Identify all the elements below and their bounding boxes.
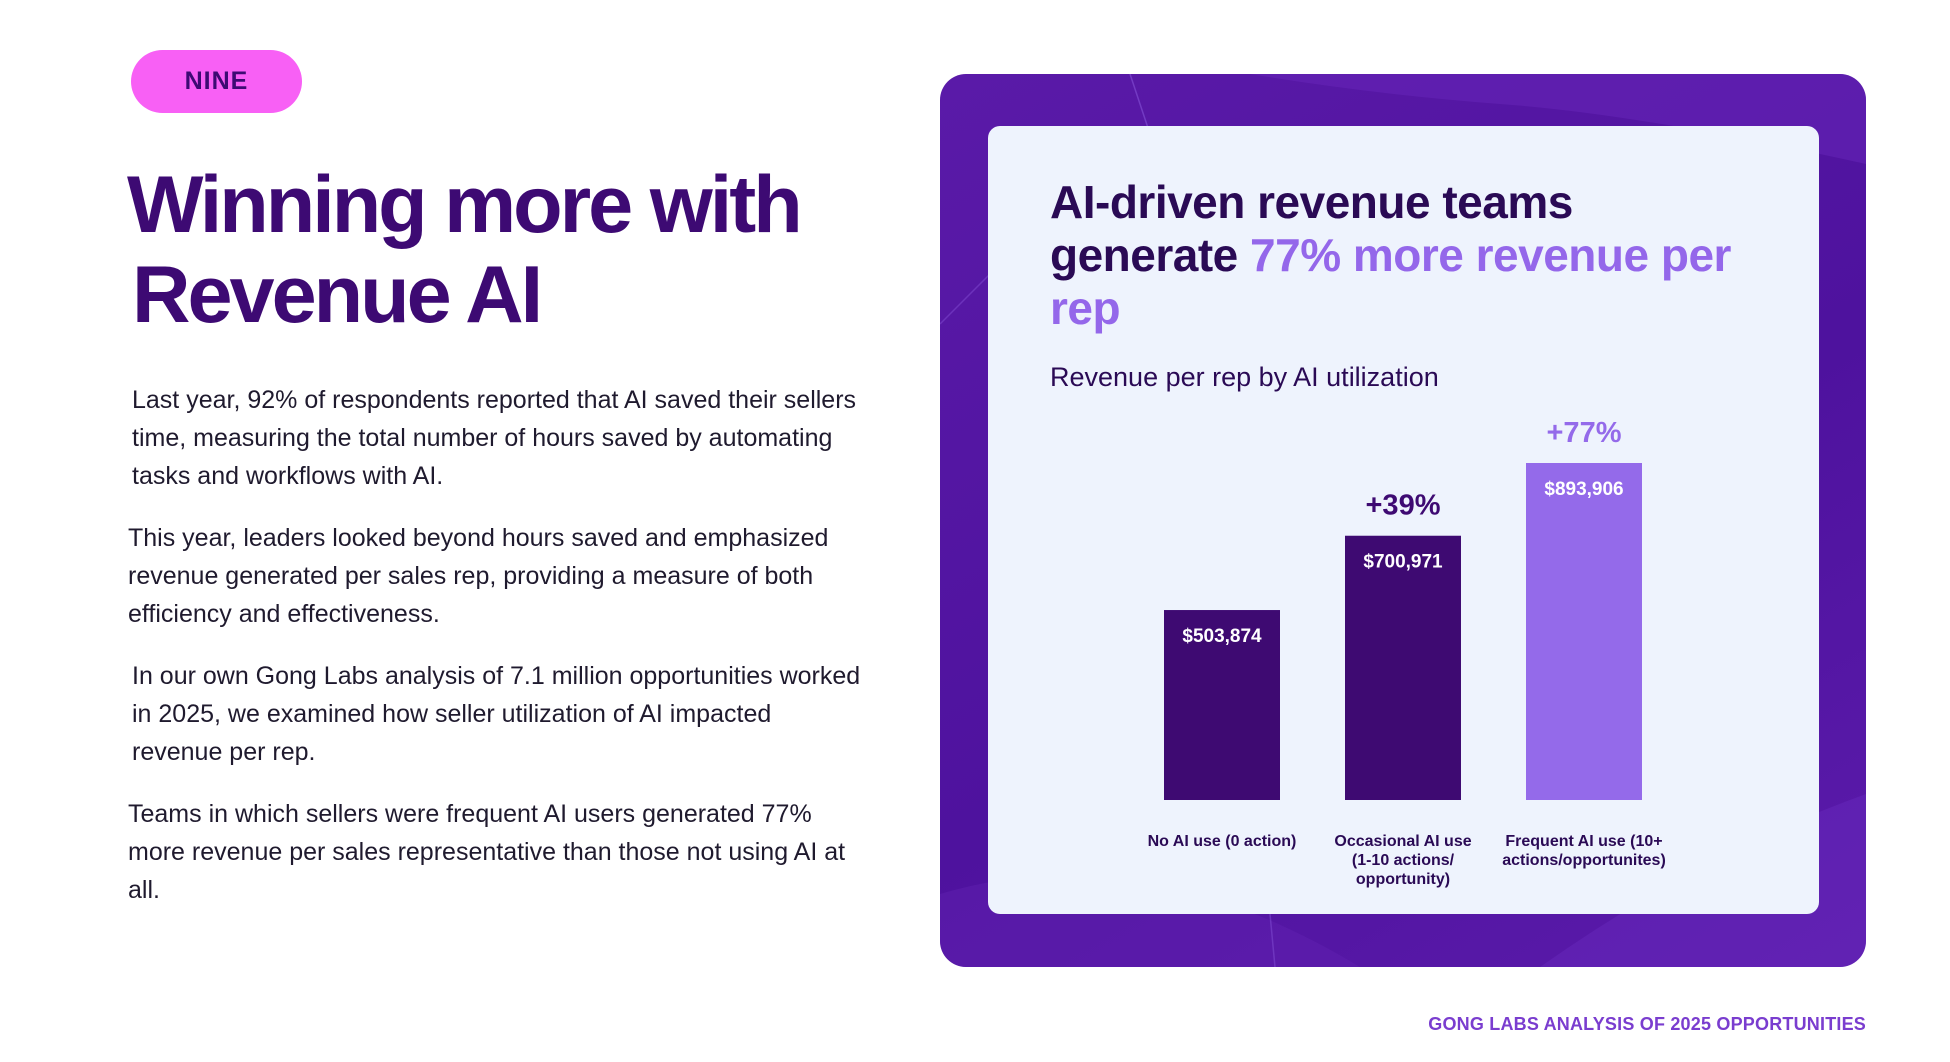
category-label-2-line-3: opportunity) <box>1356 871 1450 888</box>
bar-change-label-2: +39% <box>1366 490 1441 522</box>
chart-title: AI-driven revenue teams generate 77% mor… <box>1050 176 1770 335</box>
paragraph-2: This year, leaders looked beyond hours s… <box>128 524 829 628</box>
bar-3 <box>1526 463 1642 800</box>
chart-subtitle: Revenue per rep by AI utilization <box>1050 362 1439 392</box>
category-label-3-line-2: actions/opportunites) <box>1502 852 1666 869</box>
paragraph-1: Last year, 92% of respondents reported t… <box>132 386 857 490</box>
page-title-line-2: Revenue AI <box>132 250 543 340</box>
footer-source: GONG LABS ANALYSIS OF 2025 OPPORTUNITIES <box>1428 1014 1866 1034</box>
page-title: Winning more with Revenue AI <box>127 160 803 340</box>
bar-value-label-2: $700,971 <box>1363 552 1443 573</box>
page-title-line-1: Winning more with <box>127 160 803 250</box>
category-label-2-line-2: (1-10 actions/ <box>1352 852 1455 869</box>
chart-title-accent: 77% more revenue per rep <box>1050 229 1731 334</box>
chart-title-text: AI-driven revenue teams generate <box>1050 176 1573 281</box>
category-label-3-line-1: Frequent AI use (10+ <box>1505 833 1662 850</box>
bar-change-label-3: +77% <box>1547 417 1622 449</box>
bar-value-label-1: $503,874 <box>1182 626 1262 647</box>
paragraph-4: Teams in which sellers were frequent AI … <box>128 800 846 904</box>
section-badge: NINE <box>131 50 302 113</box>
paragraph-3: In our own Gong Labs analysis of 7.1 mil… <box>132 662 861 766</box>
category-label-1-line-1: No AI use (0 action) <box>1148 833 1297 850</box>
category-label-2-line-1: Occasional AI use <box>1334 833 1471 850</box>
body-text: Last year, 92% of respondents reported t… <box>128 381 868 933</box>
bar-2 <box>1345 535 1461 800</box>
bar-value-label-3: $893,906 <box>1544 479 1623 500</box>
bar-1 <box>1164 610 1280 800</box>
